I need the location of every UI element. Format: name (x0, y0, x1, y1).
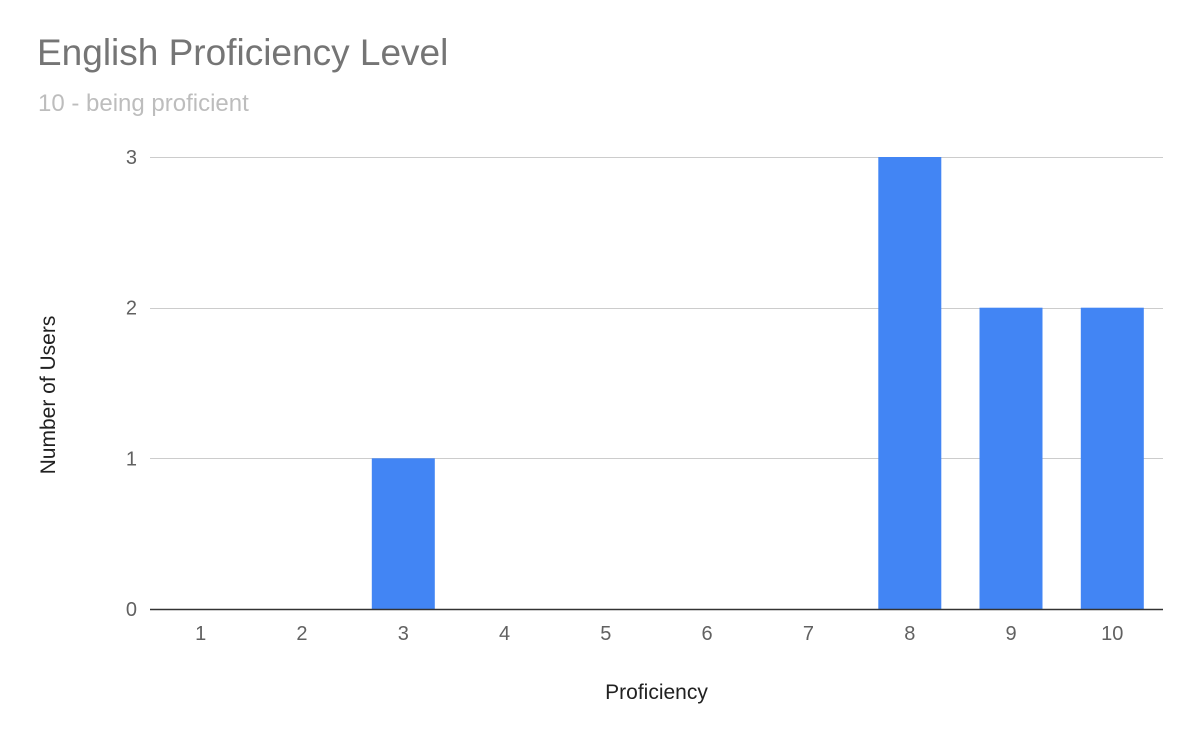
bar-9 (979, 307, 1043, 609)
bar-10 (1080, 307, 1144, 609)
x-axis-label: Proficiency (605, 681, 708, 704)
y-tick-label: 1 (126, 448, 137, 470)
y-tick-label: 3 (126, 147, 137, 169)
x-tick-label: 10 (1101, 623, 1123, 645)
x-tick-label: 3 (398, 623, 409, 645)
bar-8 (878, 157, 942, 609)
x-tick-label: 2 (296, 623, 307, 645)
x-tick-label: 5 (600, 623, 611, 645)
chart-title: English Proficiency Level (37, 32, 449, 73)
x-tick-label: 9 (1005, 623, 1016, 645)
y-tick-label: 0 (126, 599, 137, 621)
bars (371, 157, 1144, 609)
bar-3 (371, 458, 435, 609)
y-tick-labels: 0 1 2 3 (126, 147, 137, 621)
y-axis-label: Number of Users (37, 316, 60, 475)
x-tick-label: 8 (904, 623, 915, 645)
x-tick-labels: 1 2 3 4 5 6 7 8 9 10 (195, 623, 1123, 645)
x-tick-label: 6 (702, 623, 713, 645)
x-tick-label: 1 (195, 623, 206, 645)
y-tick-label: 2 (126, 298, 137, 320)
x-tick-label: 7 (803, 623, 814, 645)
chart-subtitle: 10 - being proficient (38, 90, 249, 117)
x-tick-label: 4 (499, 623, 510, 645)
